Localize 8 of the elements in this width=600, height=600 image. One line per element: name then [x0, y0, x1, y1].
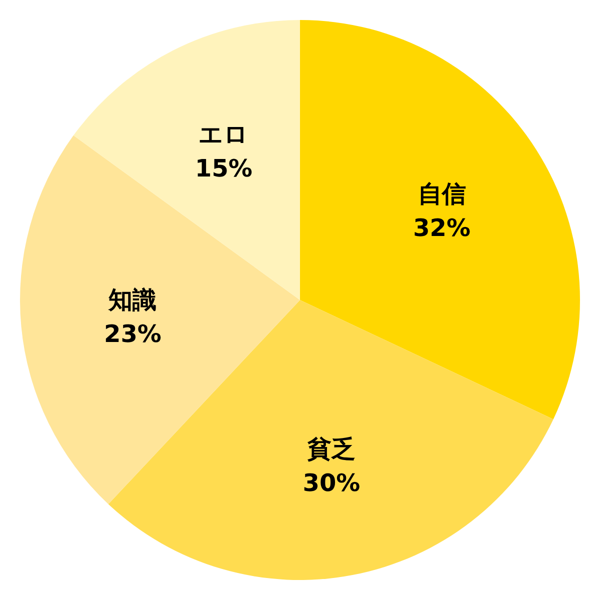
slice-label: 知識 [108, 286, 157, 314]
slice-label: 貧乏 [306, 435, 356, 464]
data-label: 15% [195, 154, 252, 182]
data-label: 32% [413, 214, 471, 242]
slice-label: 自信 [418, 180, 466, 208]
data-label: 30% [302, 469, 360, 498]
data-label: 23% [104, 320, 162, 348]
slice-label: エロ [198, 120, 249, 148]
